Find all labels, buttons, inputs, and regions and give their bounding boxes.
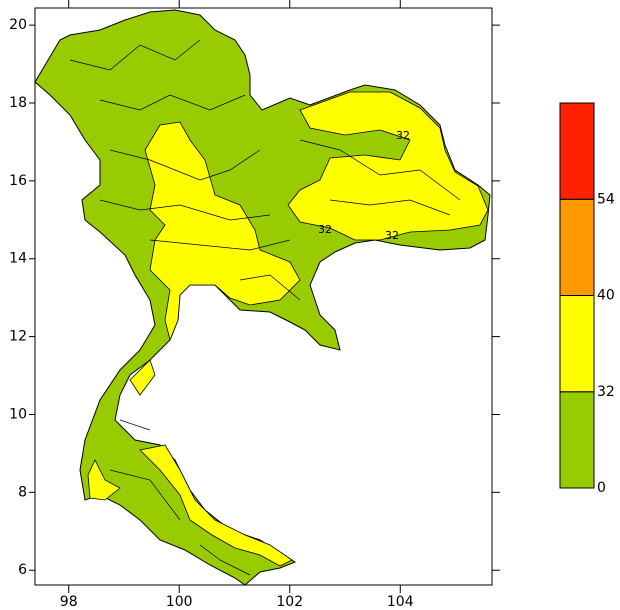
- x-tick-label: 104: [387, 594, 414, 610]
- colorbar-segment: [559, 198, 595, 296]
- colorbar: 0 32 40 54: [559, 102, 615, 496]
- warm-zone: [144, 121, 301, 342]
- y-tick-label: 6: [18, 562, 27, 578]
- y-tick-label: 10: [9, 406, 27, 422]
- colorbar-label: 32: [597, 384, 615, 400]
- y-tick-label: 8: [18, 484, 27, 500]
- country-shape: [34, 9, 491, 586]
- colorbar-segment: [559, 391, 595, 489]
- warm-zone: [87, 359, 293, 567]
- contour-labels: 32 32 32: [318, 129, 410, 242]
- colorbar-label: 54: [597, 191, 615, 207]
- y-tick-label: 12: [9, 329, 27, 345]
- contour-label: 32: [318, 223, 332, 236]
- colorbar-segment: [559, 102, 595, 200]
- warm-zone: [287, 91, 489, 241]
- x-tick-label: 100: [166, 594, 193, 610]
- y-tick-label: 16: [9, 173, 27, 189]
- axes: 98 100 102 104 6 8 10 12 14 16 18 20: [9, 0, 500, 610]
- colorbar-segment: [559, 295, 595, 393]
- x-tick-label: 98: [60, 594, 78, 610]
- province-borders: [69, 39, 461, 576]
- colorbar-label: 40: [597, 288, 615, 304]
- contour-label: 32: [396, 129, 410, 142]
- y-tick-label: 20: [9, 17, 27, 33]
- y-tick-label: 18: [9, 95, 27, 111]
- y-tick-label: 14: [9, 251, 27, 267]
- colorbar-label: 0: [597, 480, 606, 496]
- contour-label: 32: [385, 229, 399, 242]
- x-tick-label: 102: [276, 594, 303, 610]
